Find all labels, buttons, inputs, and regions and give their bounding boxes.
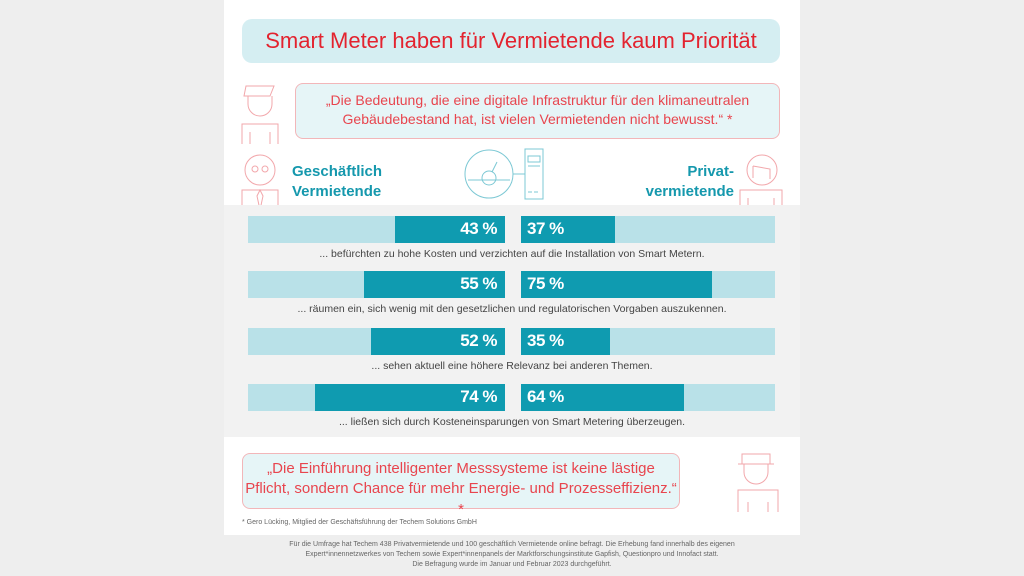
bar-track-business: 52 % [248,328,505,355]
bar-business: 43 % [394,216,505,243]
bar-private: 75 % [521,271,712,298]
bar-private: 64 % [521,384,684,411]
person-icon [739,154,783,206]
bar-business: 52 % [371,328,505,355]
person-cap-icon [737,453,779,512]
value-label-business: 55 % [460,274,497,293]
category-label: ... ließen sich durch Kosteneinsparungen… [338,416,686,428]
footer-line: Die Befragung wurde im Januar und Februa… [412,561,612,569]
quote-top: „Die Bedeutung, die eine digitale Infras… [295,83,780,139]
bar-business: 55 % [363,271,505,298]
bar-business: 74 % [314,384,505,411]
footer-line: Expert*innennetzwerkes von Techem sowie … [305,551,719,559]
value-label-private: 64 % [527,387,564,406]
quote-bottom: „Die Einführung intelligenter Messsystem… [242,453,680,518]
category-label: ... befürchten zu hohe Kosten und verzic… [319,248,705,260]
group-label-private: Privat- vermietende [645,163,734,200]
value-label-private: 35 % [527,331,564,350]
footer-line: Für die Umfrage hat Techem 438 Privatver… [289,541,735,548]
value-label-business: 43 % [460,219,497,238]
smart-meter-icon [464,148,544,200]
value-label-business: 74 % [460,387,497,406]
value-label-business: 52 % [460,331,497,350]
bar-track-private: 64 % [521,384,775,411]
value-label-private: 75 % [527,274,564,293]
bar-track-private: 37 % [521,216,775,243]
bar-track-private: 35 % [521,328,775,355]
survey-footer: Für die Umfrage hat Techem 438 Privatver… [224,535,800,576]
title: Smart Meter haben für Vermietende kaum P… [242,19,780,63]
value-label-private: 37 % [527,219,564,238]
bar-track-business: 74 % [248,384,505,411]
bar-private: 37 % [521,216,615,243]
category-label: ... sehen aktuell eine höhere Relevanz b… [371,360,653,372]
category-label: ... räumen ein, sich wenig mit den geset… [297,303,727,315]
infographic: Smart Meter haben für Vermietende kaum P… [224,0,800,576]
group-label-business: Geschäftlich Vermietende [292,163,383,200]
person-cap-icon [241,85,279,144]
bar-track-business: 43 % [248,216,505,243]
bar-track-private: 75 % [521,271,775,298]
bar-track-business: 55 % [248,271,505,298]
bar-private: 35 % [521,328,610,355]
person-glasses-icon [241,154,279,212]
footnote: * Gero Lücking, Mitglied der Geschäftsfü… [242,519,477,526]
